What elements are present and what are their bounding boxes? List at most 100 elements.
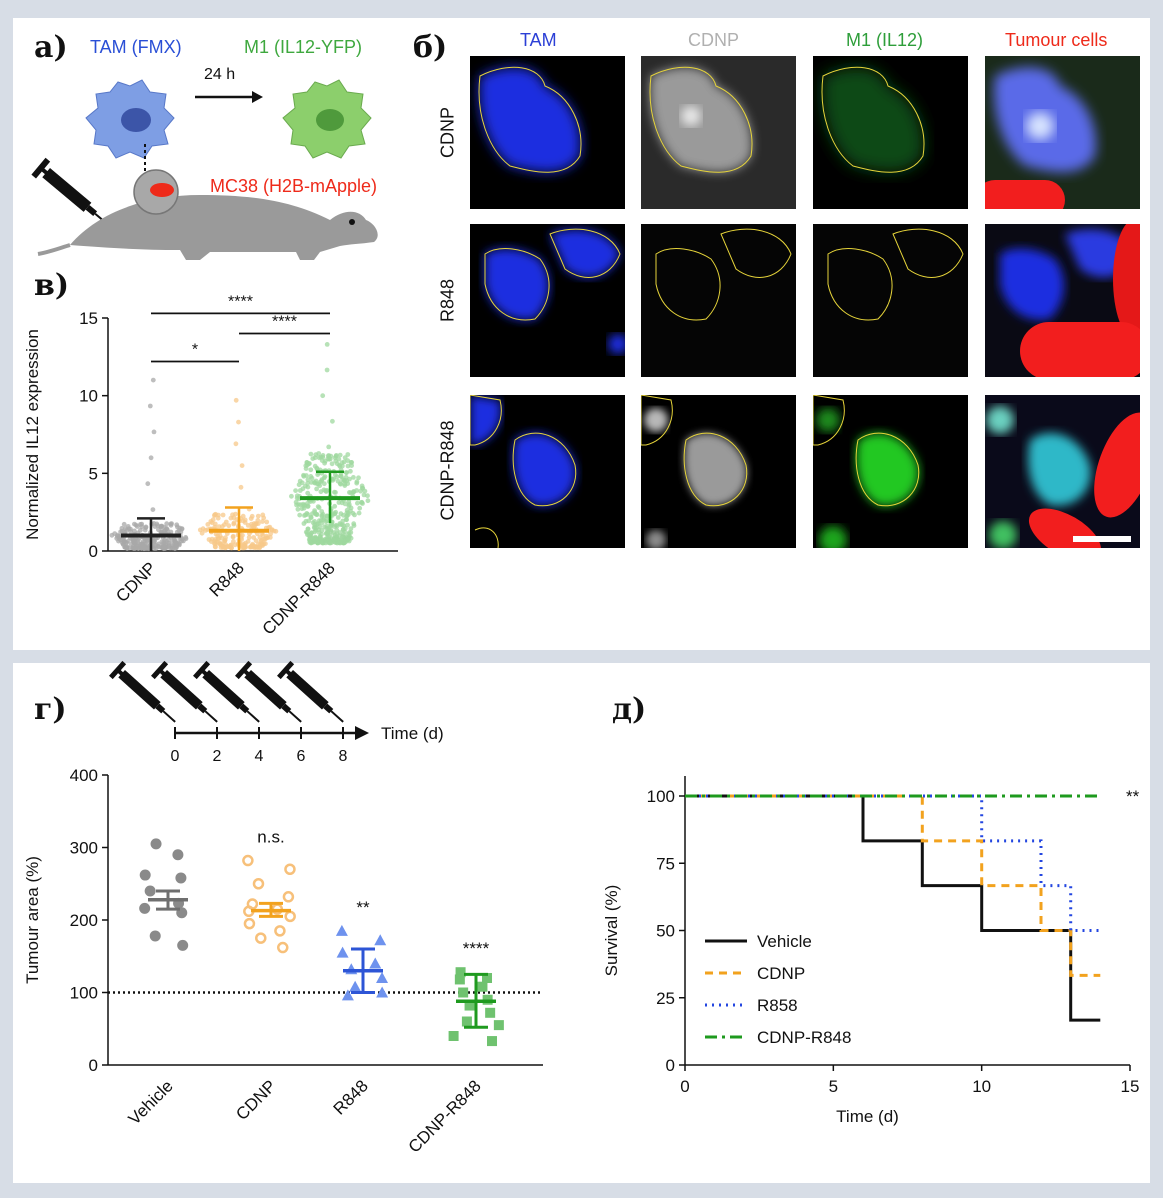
data-point [356,510,362,516]
syringe-barrel [160,670,203,710]
data-point [248,544,254,550]
timeline-tick-label: 8 [339,748,348,765]
data-point [336,500,342,505]
data-point [240,544,246,549]
data-point [322,458,328,464]
data-point [345,963,358,975]
data-point [133,522,139,528]
data-point [222,538,228,544]
data-point [356,475,361,481]
data-point [335,478,341,484]
data-point [249,513,255,519]
syringe-rod [243,669,250,676]
data-point [151,429,157,435]
data-point [303,483,308,489]
legend-label: R858 [757,996,798,1015]
micrograph-cdnp-tumour [985,56,1140,209]
time-24h-label: 24 h [204,66,236,83]
data-point [314,486,319,492]
data-point [324,526,330,531]
data-point [320,454,326,460]
y-tick-label: 5 [89,464,98,483]
data-point [374,934,387,946]
data-point [150,838,162,850]
data-point [337,521,343,526]
data-point [223,545,229,550]
y-tick-label: 15 [79,309,98,328]
data-point [485,1007,496,1018]
data-point [175,872,187,884]
syringe-needle [162,710,176,723]
data-point [338,511,344,517]
data-point [316,451,322,456]
data-point [200,526,206,532]
data-point [143,525,149,530]
col-header-cdnp: CDNP [688,30,740,50]
syringe-icon [109,660,176,723]
syringe-needle [288,710,302,723]
data-point [308,451,314,457]
data-point [346,503,352,509]
data-point [342,477,347,483]
data-point [301,505,307,511]
data-point [461,1016,472,1027]
x-tick-label: Vehicle [125,1076,177,1128]
data-point [139,902,151,914]
data-point [160,541,166,547]
data-point [314,512,319,517]
data-point [124,546,130,551]
data-point [346,499,352,505]
data-point [179,526,185,532]
m1-nucleus-icon [316,109,344,131]
significance-label: * [192,341,198,358]
data-point [199,530,205,536]
data-point [329,461,335,467]
data-point [332,532,338,538]
syringe-rod [201,669,208,676]
data-point [138,522,143,527]
series-line-vehicle [685,794,1101,1022]
data-point [345,452,351,457]
data-point [328,527,334,533]
data-point [357,505,363,511]
syringe-plunger [277,660,295,680]
data-point [274,925,286,937]
data-point [226,523,232,529]
data-point [266,525,271,530]
il12-expression-chart: 0 5 10 15 Normalized IL12 expression CDNP R848… [23,293,398,639]
data-point [230,534,236,540]
data-point [268,531,273,537]
data-point [310,511,315,516]
data-point [148,455,154,461]
data-point [376,972,389,983]
data-point [324,342,330,347]
timeline-tick-label: 0 [171,748,180,765]
data-point [177,542,182,548]
data-point [158,524,164,530]
data-point [240,513,246,519]
data-point [116,538,121,544]
col-header-tam: TAM [520,30,557,50]
data-point [330,418,335,424]
data-point [318,536,324,541]
data-point [321,487,327,493]
data-point [348,526,354,531]
data-point [448,1031,459,1041]
data-point [327,540,333,546]
x-tick-label: CDNP-R848 [259,558,339,638]
x-tick-label: R848 [330,1076,372,1118]
data-point [301,473,307,479]
data-point [151,546,157,551]
data-point [348,468,353,474]
data-point [454,974,465,985]
data-point [333,490,338,495]
timeline-tick-label: 4 [255,748,264,765]
x-tick-label: R848 [206,558,248,600]
data-point [376,986,389,998]
micrograph-cdnp-r848-tam [470,395,625,548]
data-point [145,481,151,487]
data-point [345,536,351,542]
data-point [305,526,311,532]
data-point [310,520,316,525]
data-point [308,515,314,521]
